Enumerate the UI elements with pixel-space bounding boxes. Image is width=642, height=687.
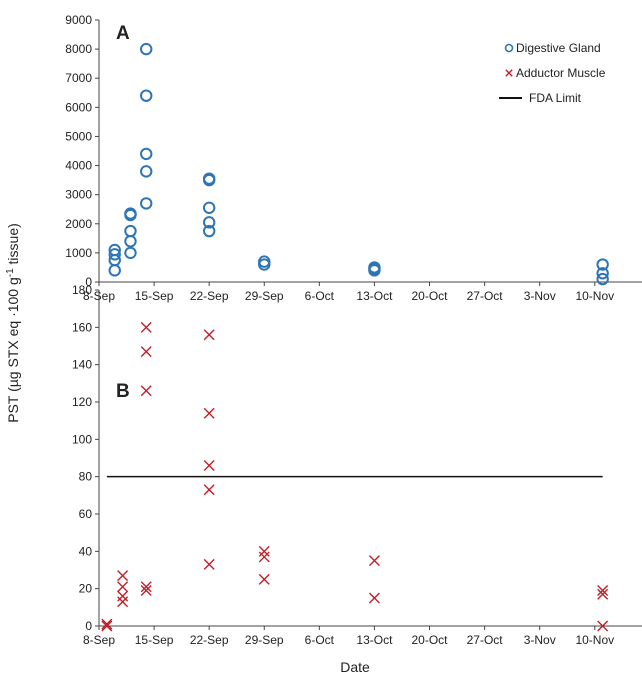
x-axis-title: Date [340, 659, 370, 675]
y-tick-label: 160 [72, 320, 92, 334]
digestive-gland-point [124, 235, 137, 248]
digestive-gland-point [140, 147, 153, 161]
x-tick-label: 29-Sep [245, 633, 284, 647]
x-tick-label: 13-Oct [356, 633, 393, 647]
digestive-gland-point [258, 255, 271, 268]
y-tick-label: 6000 [65, 100, 92, 114]
y-tick-label: 100 [72, 432, 92, 446]
x-tick-label: 15-Sep [135, 289, 174, 303]
x-tick-label: 10-Nov [575, 289, 614, 303]
digestive-gland-point [596, 272, 609, 286]
panel-b: 0 20 40 60 80 100 120 140 160 180 8-Sep 15-Sep 22-Se… [72, 283, 642, 647]
y-tick-label: 5000 [65, 129, 92, 143]
digestive-gland-point [140, 165, 153, 178]
x-tick-label: 8-Sep [83, 633, 115, 647]
adductor-muscle-point [140, 385, 152, 397]
x-tick-label: 22-Sep [190, 633, 229, 647]
legend-label-fda-limit: FDA Limit [529, 91, 582, 105]
y-tick-label: 60 [79, 507, 93, 521]
x-tick-label: 3-Nov [524, 289, 556, 303]
adductor-muscle-point [203, 329, 215, 341]
x-tick-label: 3-Nov [524, 633, 556, 647]
adductor-muscle-point [140, 585, 152, 597]
legend-label-adductor-muscle: Adductor Muscle [516, 66, 606, 80]
adductor-muscle-point [101, 620, 113, 632]
x-tick-label: 10-Nov [575, 633, 614, 647]
adductor-muscle-point [140, 346, 152, 358]
panel-letter: A [116, 23, 130, 44]
adductor-muscle-point [101, 618, 113, 630]
digestive-gland-point [202, 201, 216, 214]
x-tick-label: 6-Oct [305, 289, 335, 303]
panel-a: 01000200030004000500060007000800090008-S… [65, 13, 642, 303]
x-tick-label: 27-Oct [467, 289, 504, 303]
adductor-muscle-point [258, 545, 270, 557]
x-tick-label: 27-Oct [467, 633, 504, 647]
digestive-gland-point [596, 258, 609, 271]
digestive-gland-point [202, 216, 216, 229]
digestive-gland-point [140, 89, 153, 102]
y-tick-label: 140 [72, 358, 92, 372]
y-tick-label: 20 [79, 582, 93, 596]
legend-label-digestive-gland: Digestive Gland [516, 41, 601, 55]
y-tick-label: 0 [85, 619, 92, 633]
y-axis-title: PST (µg STX eq ·100 g-1 tissue) [5, 223, 21, 423]
adductor-muscle-point [597, 585, 609, 597]
x-tick-label: 13-Oct [356, 289, 393, 303]
adductor-muscle-point [203, 484, 215, 496]
digestive-gland-point [140, 42, 153, 56]
y-tick-label: 2000 [65, 217, 92, 231]
x-tick-label: 20-Oct [412, 633, 449, 647]
x-tick-label: 6-Oct [305, 633, 335, 647]
y-tick-label: 120 [72, 395, 92, 409]
digestive-gland-point [596, 267, 609, 280]
y-tick-label: 4000 [65, 159, 92, 173]
digestive-gland-point [368, 261, 381, 274]
digestive-gland-point [202, 172, 216, 185]
y-tick-label: 40 [79, 544, 93, 558]
y-tick-label: 180 [72, 283, 92, 297]
adductor-muscle-point [203, 459, 215, 471]
digestive-gland-point [140, 197, 153, 210]
adductor-muscle-point [203, 558, 215, 570]
y-tick-label: 7000 [65, 71, 92, 85]
digestive-gland-point [202, 224, 216, 238]
adductor-muscle-point [117, 581, 129, 593]
x-tick-label: 15-Sep [135, 633, 174, 647]
x-tick-label: 29-Sep [245, 289, 284, 303]
adductor-muscle-point [368, 592, 380, 604]
y-tick-label: 0 [85, 275, 92, 289]
legend-marker-digestive-gland [504, 43, 514, 53]
adductor-muscle-point [597, 588, 609, 600]
x-tick-label: 22-Sep [190, 289, 229, 303]
adductor-muscle-point [368, 555, 380, 567]
digestive-gland-point [124, 246, 137, 260]
digestive-gland-point [108, 264, 121, 277]
y-tick-label: 3000 [65, 188, 92, 202]
adductor-muscle-point [117, 570, 129, 582]
digestive-gland-point [124, 224, 137, 238]
adductor-muscle-point [140, 581, 152, 593]
adductor-muscle-point [117, 590, 129, 602]
y-tick-label: 1000 [65, 246, 92, 260]
y-tick-label: 9000 [65, 13, 92, 27]
legend-marker-adductor-muscle [505, 69, 513, 77]
x-tick-label: 20-Oct [412, 289, 449, 303]
adductor-muscle-point [258, 551, 270, 563]
digestive-gland-point [108, 243, 121, 257]
panel-letter: B [116, 381, 130, 402]
y-tick-label: 80 [79, 470, 93, 484]
adductor-muscle-point [203, 407, 215, 419]
y-axis-title-superscript: -1 [5, 268, 16, 277]
y-tick-label: 8000 [65, 42, 92, 56]
digestive-gland-point [108, 248, 121, 261]
adductor-muscle-point [140, 321, 152, 333]
adductor-muscle-point [117, 596, 129, 608]
digestive-gland-point [124, 207, 137, 220]
adductor-muscle-point [258, 573, 270, 585]
adductor-muscle-point [597, 620, 609, 632]
